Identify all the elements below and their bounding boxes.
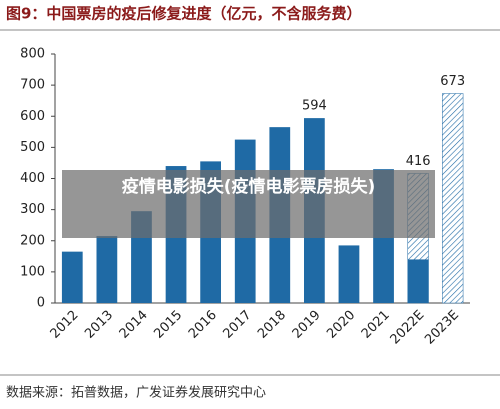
bar (61, 251, 83, 303)
x-tick-label: 2020 (324, 308, 358, 342)
data-label: 673 (440, 74, 465, 89)
y-tick-label: 500 (20, 140, 45, 155)
y-tick-label: 800 (20, 47, 45, 62)
chart-title: 图9：中国票房的疫后修复进度（亿元，不含服务费） (6, 5, 361, 23)
y-tick-label: 600 (20, 109, 45, 124)
x-tick-label: 2015 (151, 308, 185, 342)
y-tick-label: 200 (20, 233, 45, 248)
x-tick-label: 2016 (186, 308, 220, 342)
x-tick-label: 2012 (48, 308, 82, 342)
y-tick-label: 400 (20, 171, 45, 186)
source: 数据来源：拓普数据，广发证券发展研究中心 (6, 385, 266, 401)
forecast-bar (442, 93, 464, 304)
x-tick-label: 2023E (422, 308, 462, 348)
data-label: 594 (302, 99, 327, 114)
x-tick-label: 2019 (290, 308, 324, 342)
bar (96, 236, 118, 303)
y-tick-label: 100 (20, 264, 45, 279)
overlay-banner: 疫情电影损失(疫情电影票房损失) (62, 170, 435, 238)
y-tick-label: 300 (20, 202, 45, 217)
x-tick-label: 2018 (255, 308, 289, 342)
x-tick-label: 2022E (388, 308, 428, 348)
data-label: 416 (406, 154, 431, 169)
y-tick-label: 700 (20, 78, 45, 93)
x-tick-label: 2014 (117, 308, 151, 342)
bar (338, 245, 360, 303)
y-tick-label: 0 (37, 296, 45, 311)
x-tick-label: 2017 (221, 308, 255, 342)
bar (407, 259, 429, 303)
x-tick-label: 2013 (82, 308, 116, 342)
